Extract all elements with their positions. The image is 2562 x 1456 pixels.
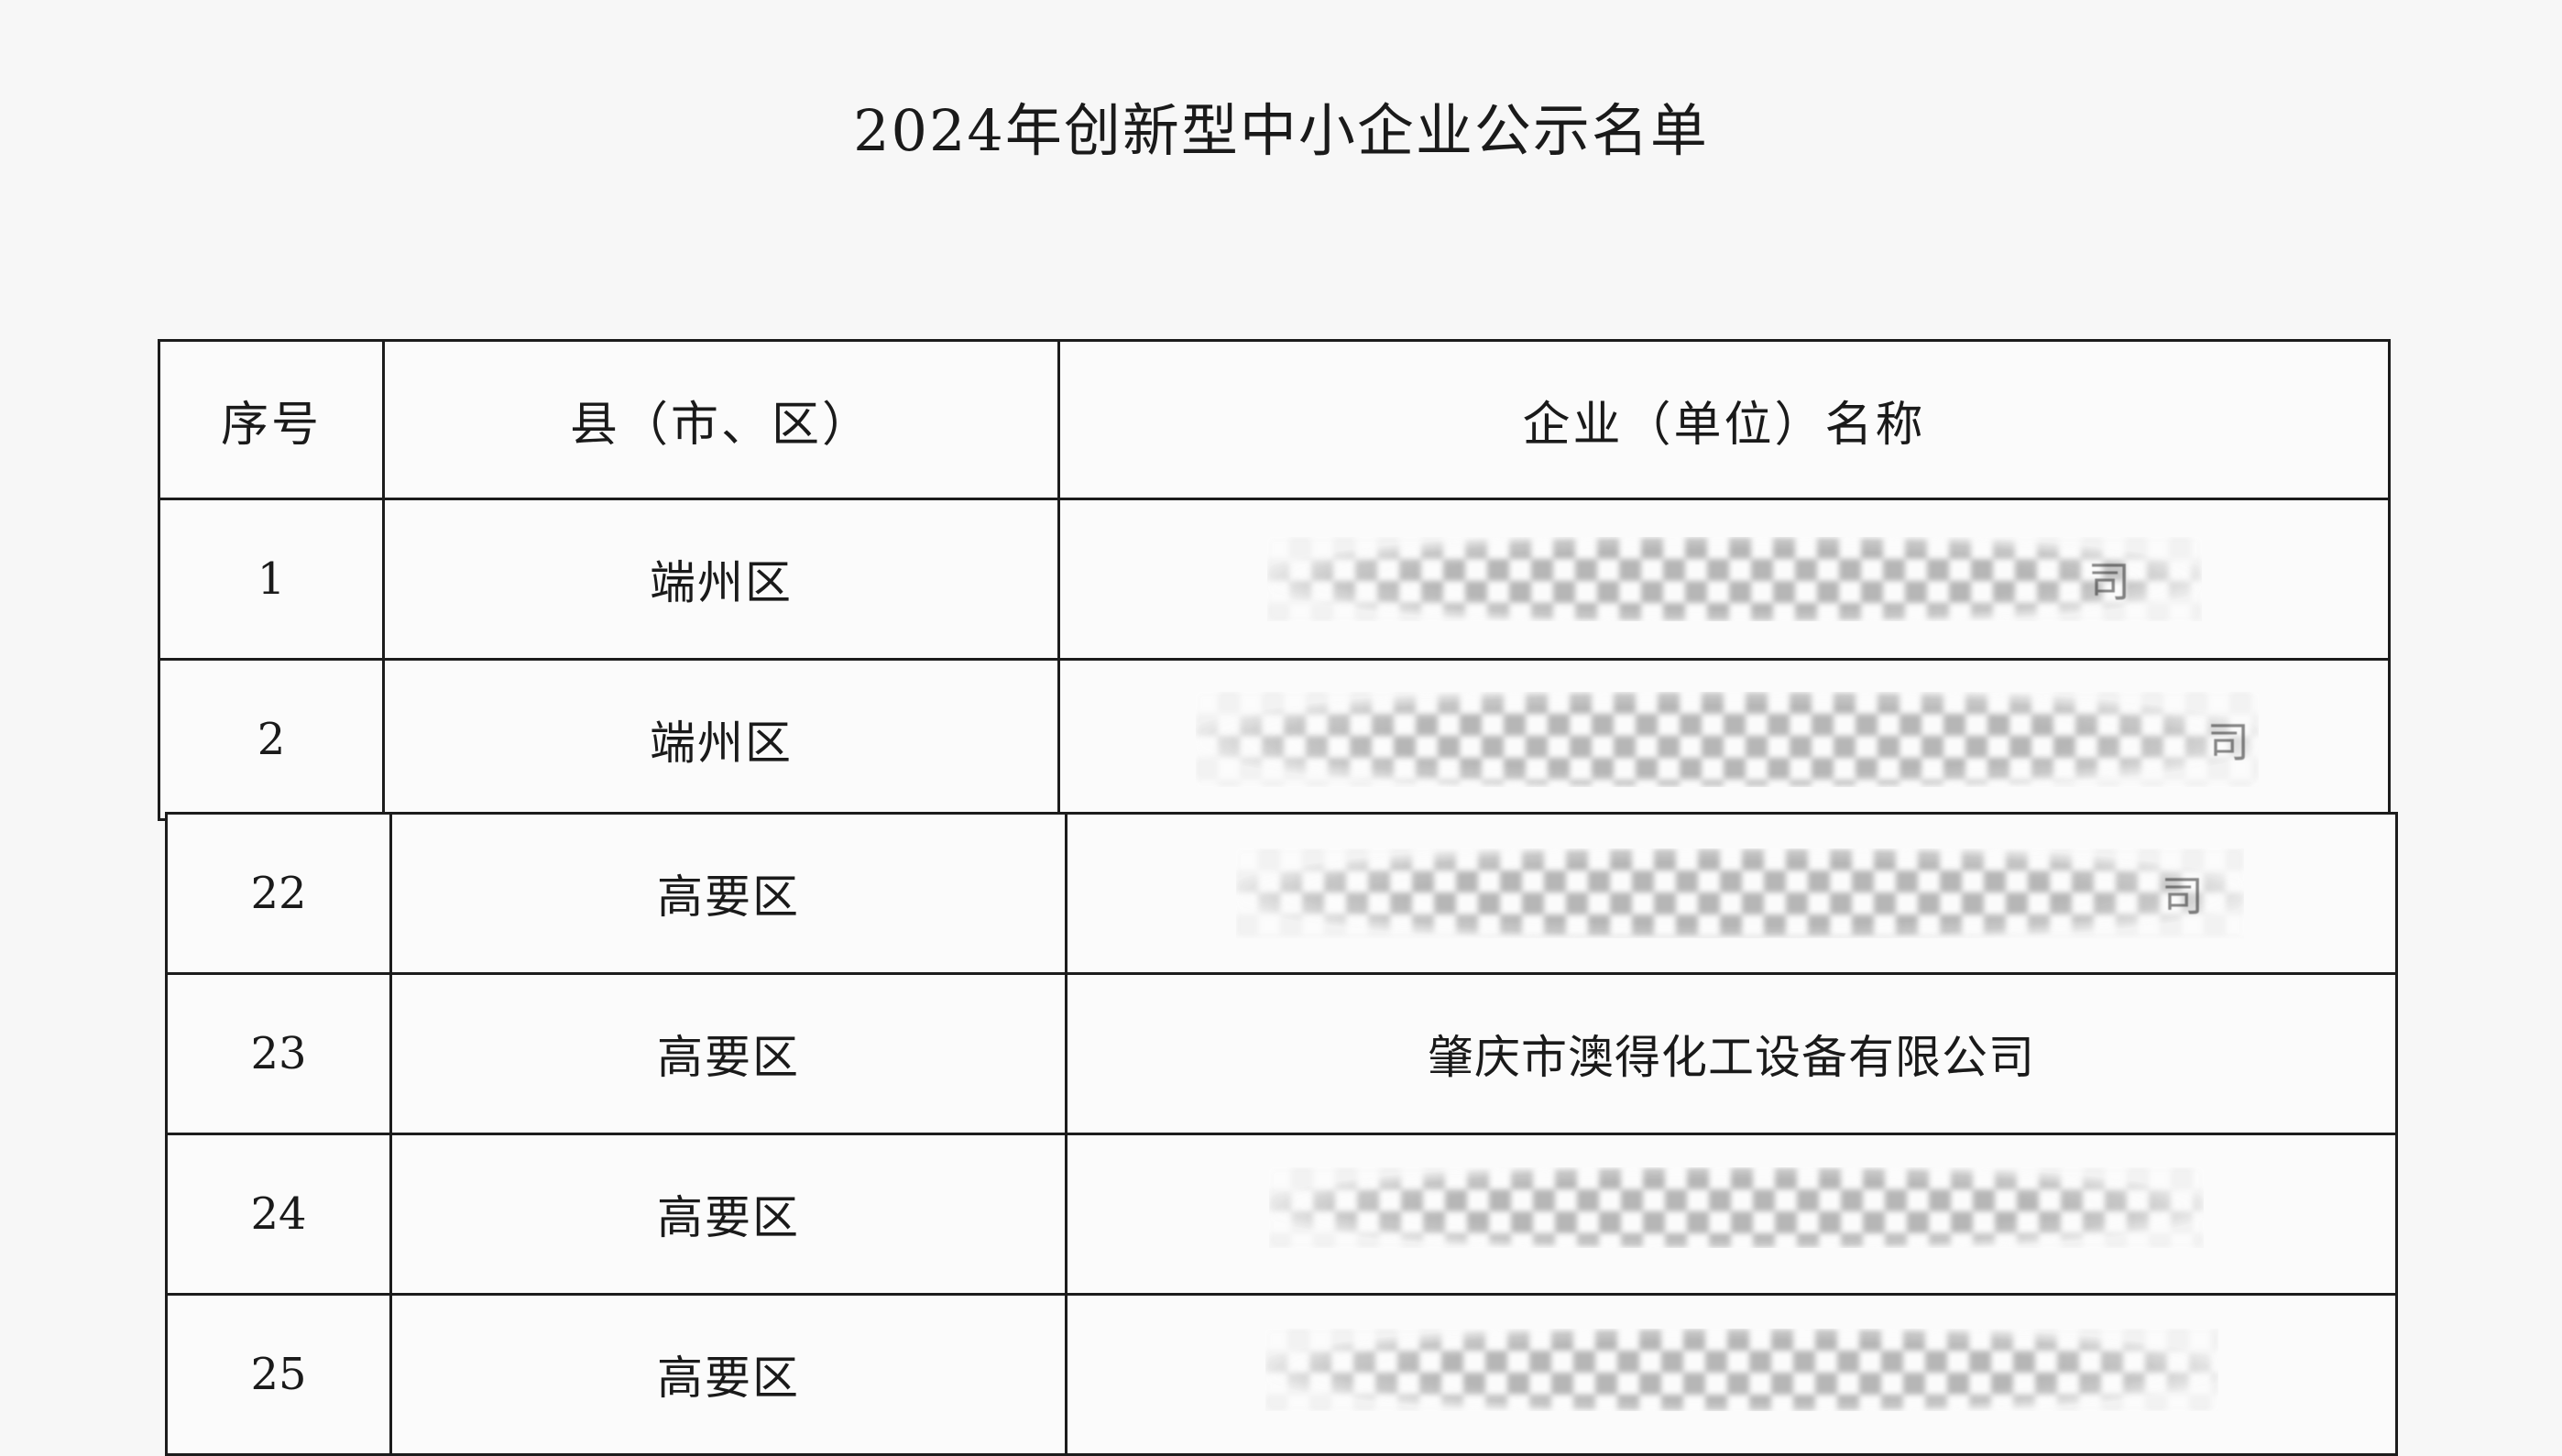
table-row: 22 高要区 司 — [165, 812, 2398, 975]
page-title: 2024年创新型中小企业公示名单 — [853, 97, 1709, 164]
cell-district: 高要区 — [389, 1133, 1068, 1296]
cell-district: 高要区 — [389, 812, 1068, 975]
cell-district: 端州区 — [382, 498, 1060, 661]
partial-glyph: 司 — [2207, 717, 2250, 767]
cell-sequence: 24 — [165, 1133, 392, 1296]
table-row: 23 高要区 肇庆市澳得化工设备有限公司 — [165, 972, 2398, 1135]
redaction-container — [1068, 1296, 2395, 1453]
redaction-container: 司 — [1068, 815, 2395, 972]
table-row: 25 高要区 — [165, 1293, 2398, 1456]
column-header-company-name: 企业（单位）名称 — [1057, 339, 2391, 500]
cell-company-name-redacted: 司 — [1057, 498, 2391, 661]
table-row: 2 端州区 司 — [158, 658, 2391, 821]
redaction-container — [1068, 1135, 2395, 1293]
mosaic-redaction-icon — [1268, 1167, 2204, 1248]
mosaic-redaction-icon — [1195, 692, 2259, 787]
redaction-container: 司 — [1060, 661, 2388, 818]
cell-sequence: 23 — [165, 972, 392, 1135]
table-row: 1 端州区 司 — [158, 498, 2391, 661]
cell-company-name-redacted: 司 — [1065, 812, 2398, 975]
partial-glyph: 司 — [2088, 557, 2131, 607]
cell-sequence: 2 — [158, 658, 385, 821]
mosaic-redaction-icon — [1266, 537, 2202, 621]
cell-company-name: 肇庆市澳得化工设备有限公司 — [1065, 972, 2398, 1135]
cell-sequence: 22 — [165, 812, 392, 975]
table-row: 24 高要区 — [165, 1133, 2398, 1296]
redaction-container: 司 — [1060, 500, 2388, 658]
mosaic-redaction-icon — [1265, 1329, 2218, 1411]
cell-company-name-redacted — [1065, 1133, 2398, 1296]
column-header-sequence: 序号 — [158, 339, 385, 500]
partial-glyph: 司 — [2162, 871, 2205, 921]
table-header-row: 序号 县（市、区） 企业（单位）名称 — [158, 339, 2391, 500]
mosaic-redaction-icon — [1235, 848, 2244, 938]
cell-company-name-redacted — [1065, 1293, 2398, 1456]
cell-sequence: 25 — [165, 1293, 392, 1456]
cell-district: 高要区 — [389, 1293, 1068, 1456]
cell-district: 高要区 — [389, 972, 1068, 1135]
column-header-district: 县（市、区） — [382, 339, 1060, 500]
cell-district: 端州区 — [382, 658, 1060, 821]
cell-company-name-redacted: 司 — [1057, 658, 2391, 821]
company-list-table-top: 序号 县（市、区） 企业（单位）名称 1 端州区 司 2 端州区 司 — [158, 339, 2391, 821]
company-list-table-bottom: 22 高要区 司 23 高要区 肇庆市澳得化工设备有限公司 24 高要区 — [165, 812, 2398, 1456]
cell-sequence: 1 — [158, 498, 385, 661]
